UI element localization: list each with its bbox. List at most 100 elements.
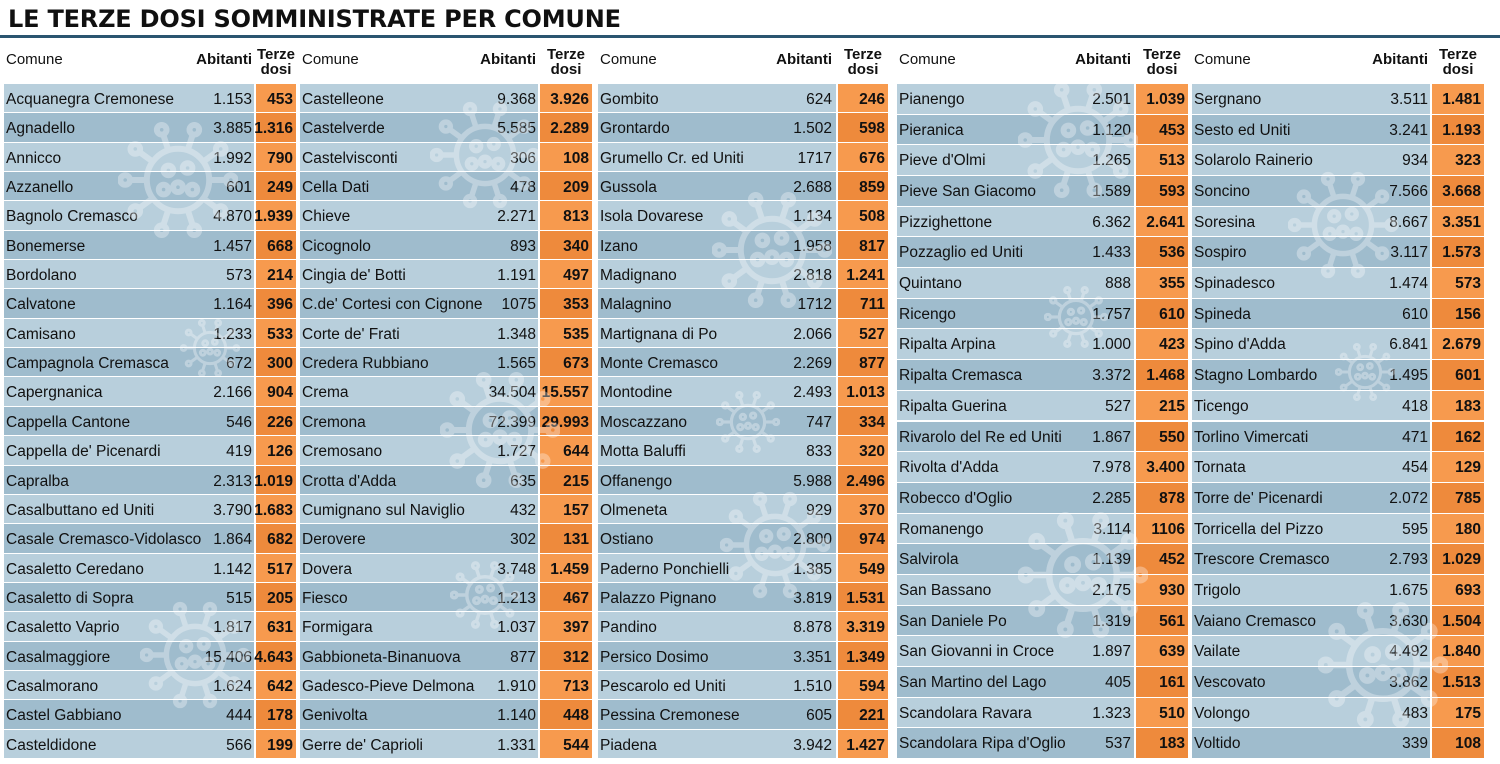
abitanti-value: 1.457 — [213, 237, 252, 255]
dosi-background — [1136, 482, 1188, 513]
table-row: Ripalta Cremasca 3.372 1.468 — [897, 360, 1188, 391]
table-row: Agnadello 3.885 1.316 — [4, 113, 296, 142]
table-row: Sesto ed Uniti 3.241 1.193 — [1192, 114, 1484, 146]
dosi-background — [1136, 574, 1188, 605]
dosi-background — [540, 260, 592, 289]
table-row: Gussola 2.688 859 — [598, 172, 888, 201]
row-background — [300, 524, 538, 553]
row-background — [300, 436, 538, 465]
table-row: C.de' Cortesi con Cignone 1075 353 — [300, 289, 592, 318]
comune-name: Bagnolo Cremasco — [6, 208, 138, 226]
table-row: Persico Dosimo 3.351 1.349 — [598, 641, 888, 671]
table-row: Casaletto di Sopra 515 205 — [4, 582, 296, 612]
row-background — [300, 641, 538, 670]
terze-dosi-value: 1.513 — [1442, 673, 1481, 691]
table-row: Torlino Vimercati 471 162 — [1192, 421, 1484, 453]
table-row: Crotta d'Adda 635 215 — [300, 465, 592, 495]
dosi-background — [540, 406, 592, 436]
row-background — [4, 84, 254, 113]
table-row: Gombito 624 246 — [598, 84, 888, 113]
terze-dosi-value: 300 — [267, 355, 293, 373]
table-row: Casaletto Vaprio 1.817 631 — [4, 612, 296, 641]
abitanti-value: 1.897 — [1092, 643, 1131, 661]
row-background — [300, 377, 538, 406]
table-row: Azzanello 601 249 — [4, 172, 296, 201]
abitanti-value: 624 — [806, 91, 832, 108]
comune-name: Casteldidone — [6, 736, 97, 754]
table-row: Bordolano 573 214 — [4, 260, 296, 289]
abitanti-value: 1.233 — [213, 325, 252, 343]
terze-dosi-value: 423 — [1159, 336, 1185, 354]
dosi-background — [1432, 268, 1484, 298]
terze-dosi-value: 904 — [267, 384, 293, 402]
comune-name: Paderno Ponchielli — [600, 560, 730, 578]
table-row: Torricella del Pizzo 595 180 — [1192, 513, 1484, 545]
comune-name: Torre de' Picenardi — [1194, 489, 1323, 507]
abitanti-value: 1.385 — [793, 560, 832, 578]
terze-dosi-value: 598 — [859, 120, 885, 138]
comune-name: Montodine — [600, 384, 673, 402]
row-background — [1192, 176, 1430, 206]
abitanti-value: 1.331 — [497, 736, 536, 754]
dosi-background — [256, 670, 296, 700]
row-background — [4, 348, 254, 377]
dosi-background — [540, 524, 592, 553]
comune-name: Gadesco-Pieve Delmona — [302, 677, 475, 695]
dosi-background — [838, 494, 888, 524]
comune-name: Vailate — [1194, 643, 1241, 661]
terze-dosi-value: 453 — [267, 91, 293, 108]
row-background — [897, 237, 1134, 268]
row-background — [598, 260, 836, 289]
abitanti-value: 1.757 — [1092, 305, 1131, 323]
terze-dosi-value: 610 — [1159, 305, 1185, 323]
row-background — [1192, 298, 1430, 329]
comune-name: Ticengo — [1194, 397, 1249, 415]
comune-name: Casaletto Vaprio — [6, 619, 120, 637]
comune-name: Pizzighettone — [899, 213, 993, 231]
row-background — [598, 377, 836, 406]
table-row: Capralba 2.313 1.019 — [4, 465, 296, 495]
dosi-background — [838, 260, 888, 289]
comune-name: Capralba — [6, 472, 69, 490]
dosi-background — [1432, 605, 1484, 636]
dosi-background — [1136, 636, 1188, 666]
dosi-background — [1432, 544, 1484, 574]
dosi-background — [838, 348, 888, 377]
terze-dosi-value: 535 — [563, 325, 589, 343]
row-background — [1192, 666, 1430, 697]
comune-name: Pieranica — [899, 121, 964, 139]
comune-name: Ripalta Cremasca — [899, 367, 1023, 385]
terze-dosi-value: 668 — [267, 237, 293, 255]
terze-dosi-value: 178 — [267, 707, 293, 725]
comune-name: Spineda — [1194, 305, 1251, 323]
abitanti-value: 833 — [806, 443, 832, 461]
abitanti-value: 3.114 — [1093, 520, 1131, 538]
header-abitanti: Abitanti — [776, 51, 832, 68]
row-background — [4, 729, 254, 758]
dosi-background — [1136, 390, 1188, 421]
terze-dosi-value: 550 — [1159, 428, 1185, 446]
table-row: Cicognolo 893 340 — [300, 230, 592, 260]
abitanti-value: 3.241 — [1389, 121, 1428, 139]
terze-dosi-value: 508 — [859, 208, 885, 226]
comune-name: Ostiano — [600, 531, 654, 549]
abitanti-value: 3.819 — [793, 589, 832, 607]
dosi-background — [256, 582, 296, 612]
terze-dosi-value: 3.668 — [1442, 183, 1481, 201]
table-row: Piadena 3.942 1.427 — [598, 729, 888, 759]
terze-dosi-value: 859 — [859, 179, 885, 197]
table-row: Malagnino 1712 711 — [598, 289, 888, 318]
dosi-background — [838, 201, 888, 230]
table-row: Trescore Cremasco 2.793 1.029 — [1192, 544, 1484, 575]
row-background — [1192, 482, 1430, 513]
row-background — [300, 113, 538, 142]
table-row: Ticengo 418 183 — [1192, 390, 1484, 422]
terze-dosi-value: 642 — [267, 677, 293, 695]
abitanti-value: 635 — [510, 472, 536, 490]
row-background — [897, 544, 1134, 574]
abitanti-value: 8.667 — [1389, 213, 1428, 231]
table-row: Genivolta 1.140 448 — [300, 700, 592, 729]
comune-name: Bordolano — [6, 267, 77, 285]
terze-dosi-value: 813 — [563, 208, 589, 226]
row-background — [598, 406, 836, 436]
